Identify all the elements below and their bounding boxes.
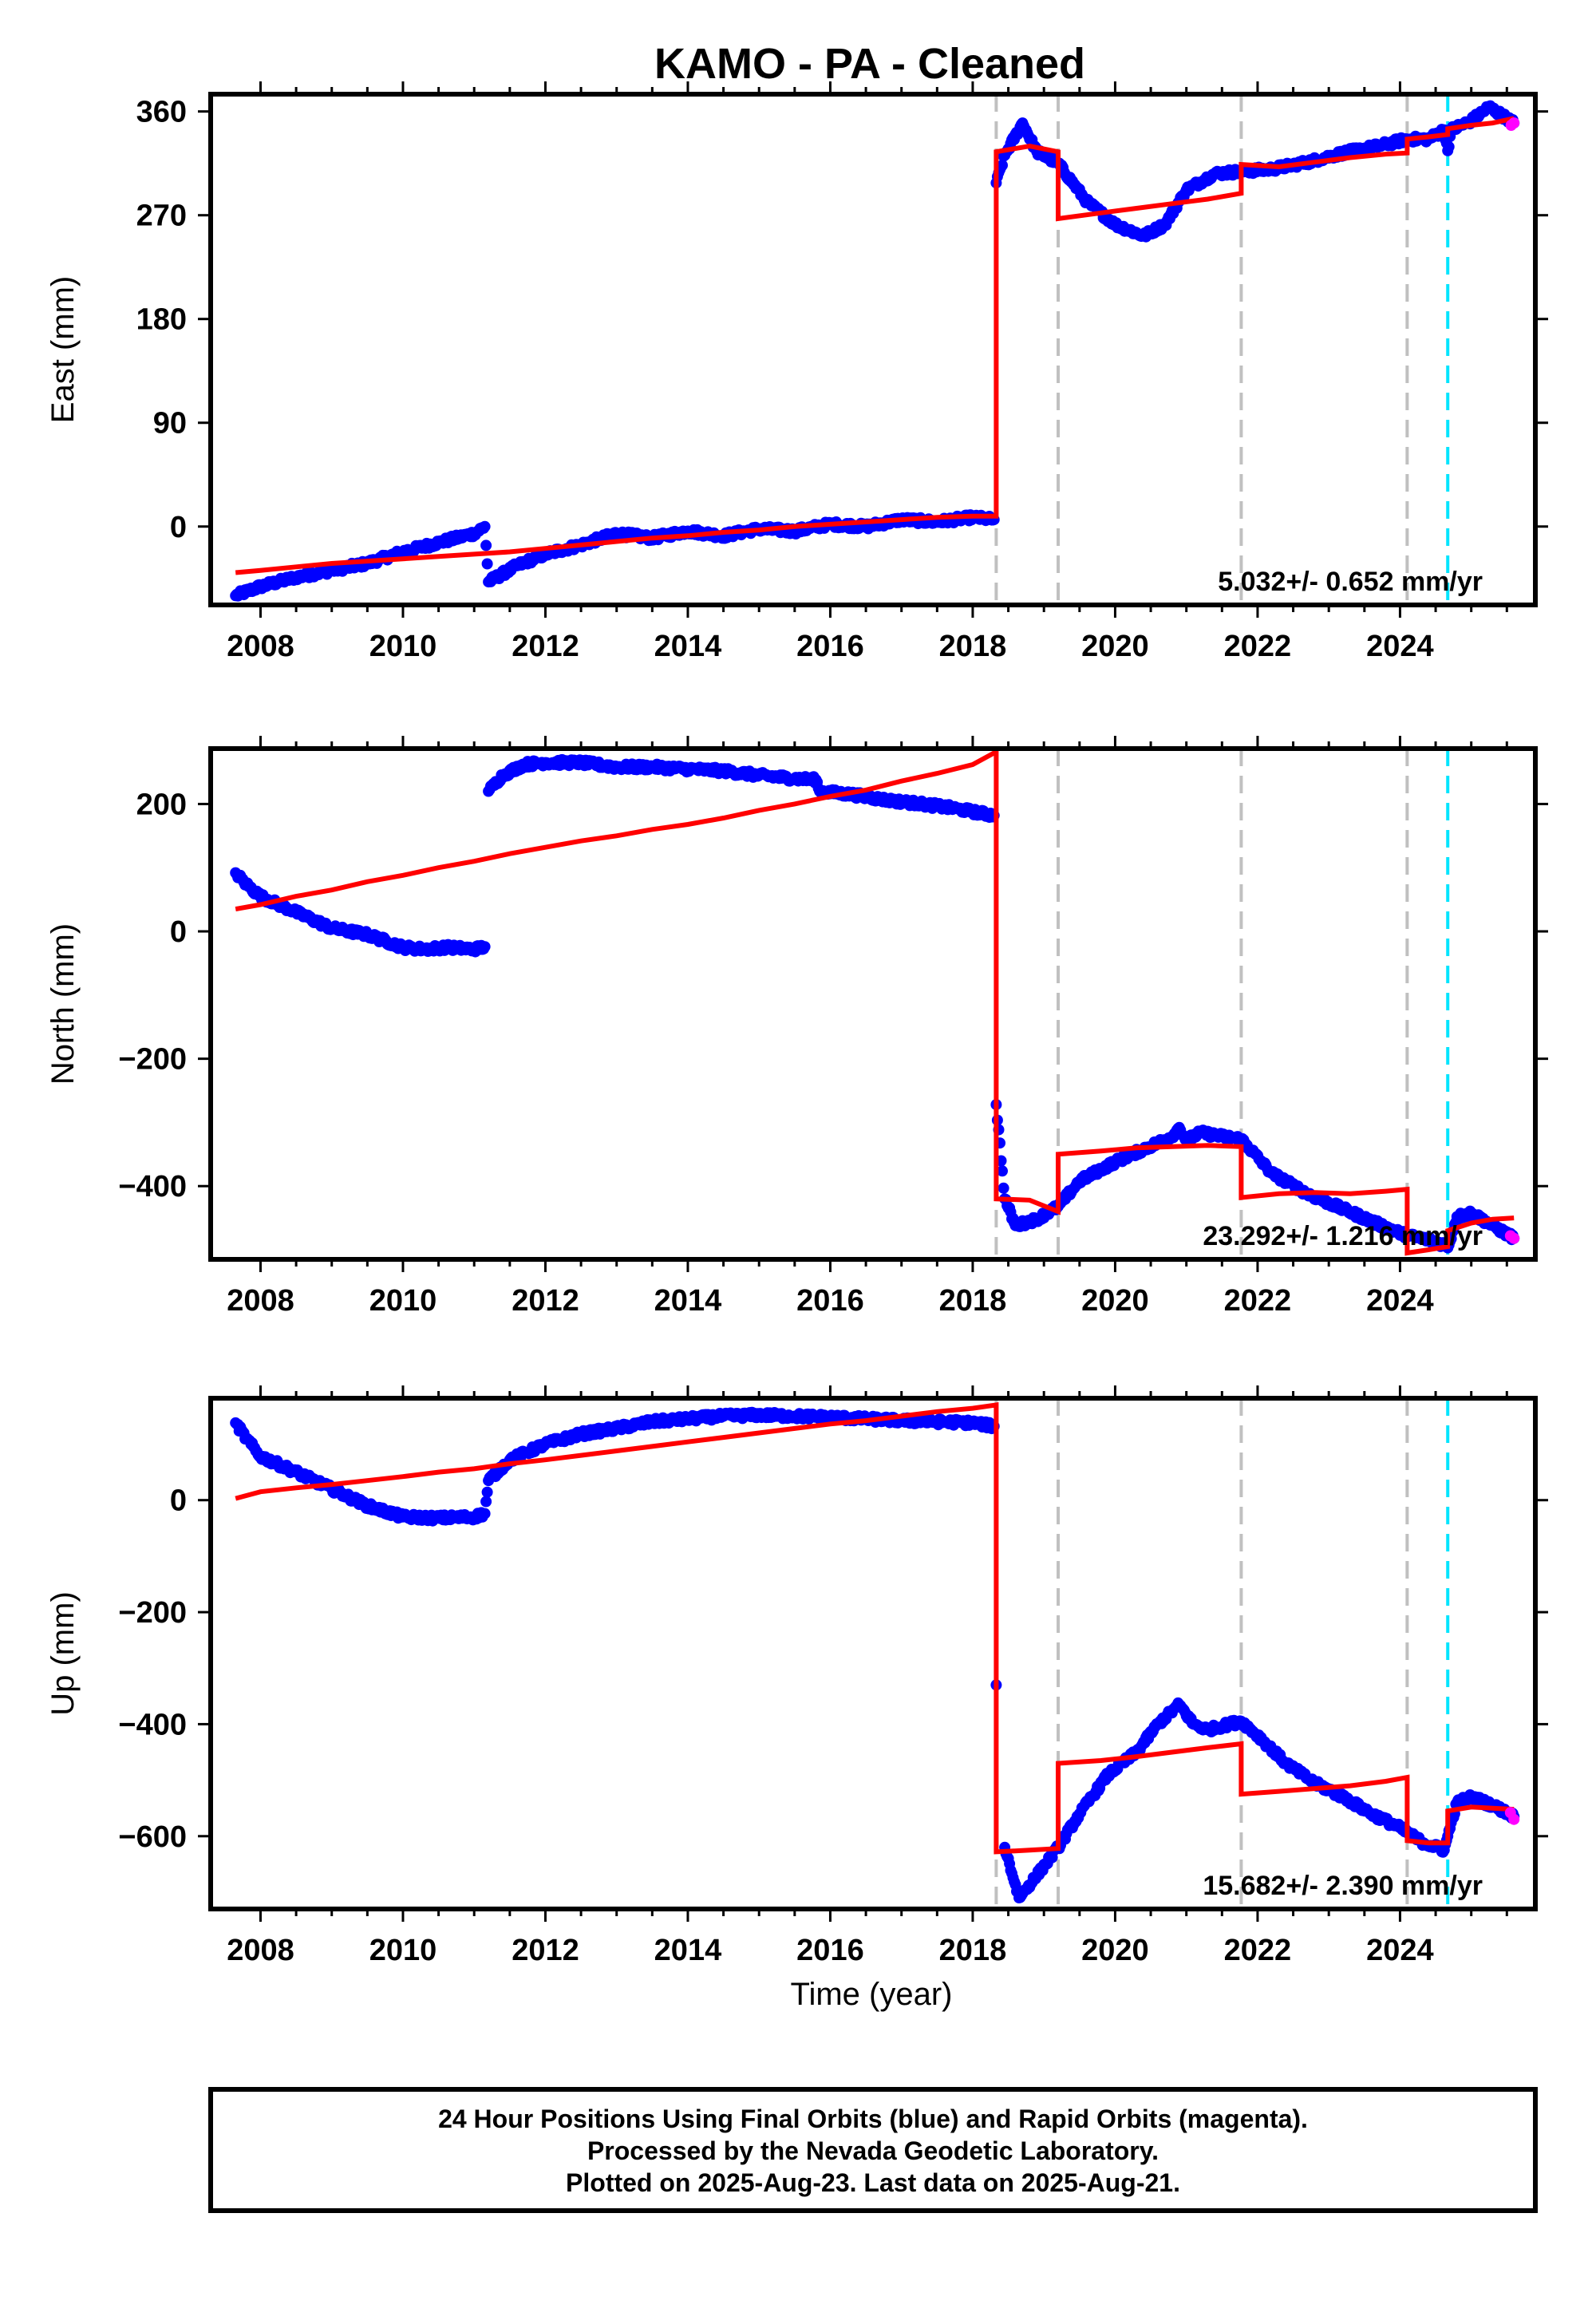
north-y-tick-label: 0 bbox=[170, 915, 187, 949]
east-series-rapid-orbits bbox=[1505, 117, 1520, 131]
up-x-tick-label: 2012 bbox=[512, 1934, 579, 1967]
x-axis-label: Time (year) bbox=[791, 1977, 953, 2012]
north-x-tick-label: 2016 bbox=[796, 1284, 864, 1318]
north-rate-label: 23.292+/- 1.216 mm/yr bbox=[1203, 1221, 1483, 1251]
north-x-axis: 2008 2010 2012 2014 2016 2018 2020 2022 2024 bbox=[227, 736, 1508, 1318]
up-x-tick-label: 2018 bbox=[939, 1934, 1007, 1967]
up-series-final-orbits-point bbox=[481, 1486, 493, 1498]
up-x-tick-label: 2020 bbox=[1081, 1934, 1149, 1967]
up-x-tick-label: 2008 bbox=[227, 1934, 294, 1967]
footer-box bbox=[208, 2087, 1538, 2213]
east-x-tick-label: 2016 bbox=[796, 630, 864, 663]
up-y-tick-label: −400 bbox=[118, 1708, 187, 1741]
north-series-final-orbits bbox=[230, 753, 1520, 1254]
up-y-axis: −600 −400 −200 0 bbox=[118, 1484, 1548, 1854]
up-series-rapid-orbits-point bbox=[1508, 1813, 1520, 1825]
north-panel: 2008 2010 2012 2014 2016 2018 2020 2022 2024 −400… bbox=[45, 736, 1548, 1318]
up-y-tick-label: −200 bbox=[118, 1596, 187, 1630]
east-y-tick-label: 90 bbox=[153, 407, 187, 441]
up-x-tick-label: 2014 bbox=[654, 1934, 722, 1967]
up-x-axis: 2008 2010 2012 2014 2016 2018 2020 2022 2024 bbox=[227, 1385, 1508, 1967]
north-x-tick-label: 2008 bbox=[227, 1284, 294, 1318]
east-y-tick-label: 0 bbox=[170, 511, 187, 544]
east-x-axis: 2008 2010 2012 2014 2016 2018 2020 2022 2024 bbox=[227, 81, 1508, 663]
east-series-final-orbits-point bbox=[997, 160, 1008, 172]
up-series-final-orbits-point bbox=[478, 1508, 490, 1520]
north-x-tick-label: 2010 bbox=[369, 1284, 437, 1318]
north-series-final-orbits-point bbox=[997, 1165, 1008, 1177]
up-series-rapid-orbits bbox=[1504, 1807, 1520, 1825]
east-x-tick-label: 2020 bbox=[1081, 630, 1149, 663]
up-plot-area bbox=[211, 1398, 1535, 1909]
east-y-tick-label: 360 bbox=[136, 96, 187, 129]
north-series-rapid-orbits-point bbox=[1508, 1232, 1520, 1244]
north-y-tick-label: 200 bbox=[136, 788, 187, 821]
east-x-tick-label: 2010 bbox=[369, 630, 437, 663]
up-frame bbox=[208, 1396, 1538, 1911]
east-series-final-orbits-point bbox=[481, 558, 493, 570]
east-x-tick-label: 2014 bbox=[654, 630, 722, 663]
up-y-axis-label: Up (mm) bbox=[45, 1591, 81, 1716]
east-series-model-line bbox=[235, 116, 1515, 575]
north-y-tick-label: −200 bbox=[118, 1043, 187, 1077]
north-series-rapid-orbits bbox=[1504, 1230, 1520, 1244]
north-x-tick-label: 2018 bbox=[939, 1284, 1007, 1318]
up-rate-label: 15.682+/- 2.390 mm/yr bbox=[1203, 1871, 1483, 1901]
north-x-tick-label: 2020 bbox=[1081, 1284, 1149, 1318]
north-x-tick-label: 2014 bbox=[654, 1284, 722, 1318]
footer-line-1: 24 Hour Positions Using Final Orbits (bl… bbox=[438, 2105, 1308, 2133]
up-y-tick-label: −600 bbox=[118, 1820, 187, 1854]
north-x-tick-label: 2024 bbox=[1366, 1284, 1434, 1318]
north-series-model-line bbox=[235, 749, 1515, 1256]
east-series-final-orbits-point bbox=[478, 522, 490, 534]
up-x-tick-label: 2010 bbox=[369, 1934, 437, 1967]
north-y-axis-label: North (mm) bbox=[45, 923, 81, 1085]
north-series-final-orbits-point bbox=[478, 943, 490, 954]
north-frame bbox=[208, 746, 1538, 1262]
east-y-axis: 0 90 180 270 360 bbox=[136, 96, 1548, 544]
east-x-tick-label: 2012 bbox=[512, 630, 579, 663]
up-x-tick-label: 2024 bbox=[1366, 1934, 1434, 1967]
north-x-tick-label: 2012 bbox=[512, 1284, 579, 1318]
east-x-tick-label: 2008 bbox=[227, 630, 294, 663]
east-y-tick-label: 180 bbox=[136, 303, 187, 337]
north-plot-area bbox=[211, 749, 1535, 1259]
east-series-final-orbits-point bbox=[1443, 140, 1455, 152]
up-x-tick-label: 2016 bbox=[796, 1934, 864, 1967]
east-y-axis-label: East (mm) bbox=[45, 276, 81, 423]
east-series-final-orbits-point bbox=[480, 539, 492, 551]
east-series-rapid-orbits-point bbox=[1508, 117, 1520, 129]
north-y-axis: −400 −200 0 200 bbox=[118, 788, 1548, 1203]
east-panel: 2008 2010 2012 2014 2016 2018 2020 2022 2024 0 90 1… bbox=[45, 81, 1548, 663]
footer-line-2: Processed by the Nevada Geodetic Laborat… bbox=[587, 2136, 1159, 2165]
east-x-tick-label: 2024 bbox=[1366, 630, 1434, 663]
figure-title: KAMO - PA - Cleaned bbox=[654, 40, 1085, 88]
east-x-tick-label: 2022 bbox=[1224, 630, 1292, 663]
up-y-tick-label: 0 bbox=[170, 1484, 187, 1518]
east-frame bbox=[208, 92, 1538, 607]
north-x-tick-label: 2022 bbox=[1224, 1284, 1292, 1318]
up-x-tick-label: 2022 bbox=[1224, 1934, 1292, 1967]
footer-line-3: Plotted on 2025-Aug-23. Last data on 202… bbox=[566, 2168, 1180, 2197]
up-series-model-line bbox=[235, 1401, 1515, 1855]
north-y-tick-label: −400 bbox=[118, 1170, 187, 1203]
north-series-final-orbits-point bbox=[998, 1182, 1009, 1194]
east-y-tick-label: 270 bbox=[136, 200, 187, 233]
east-rate-label: 5.032+/- 0.652 mm/yr bbox=[1218, 567, 1483, 597]
up-series-final-orbits-point bbox=[480, 1496, 492, 1508]
up-panel: 2008 2010 2012 2014 2016 2018 2020 2022 2024 −600… bbox=[45, 1385, 1548, 1967]
east-x-tick-label: 2018 bbox=[939, 630, 1007, 663]
